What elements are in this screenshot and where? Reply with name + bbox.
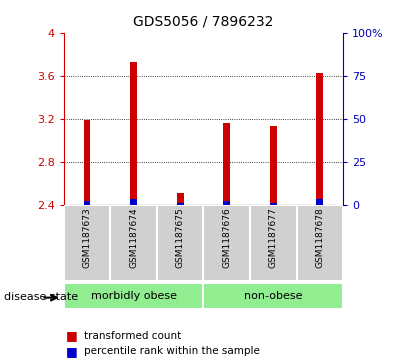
Bar — [223, 201, 230, 205]
Text: GSM1187673: GSM1187673 — [83, 207, 92, 268]
Bar — [270, 203, 277, 205]
Bar — [177, 193, 184, 205]
Text: percentile rank within the sample: percentile rank within the sample — [84, 346, 260, 356]
Text: GSM1187677: GSM1187677 — [269, 207, 278, 268]
Bar — [83, 120, 90, 205]
Title: GDS5056 / 7896232: GDS5056 / 7896232 — [133, 15, 274, 29]
Bar — [203, 205, 250, 281]
Bar — [316, 199, 323, 205]
Bar — [83, 201, 90, 205]
Text: morbidly obese: morbidly obese — [90, 291, 177, 301]
Bar — [203, 283, 343, 309]
Bar — [250, 205, 297, 281]
Text: disease state: disease state — [4, 291, 78, 302]
Bar — [64, 205, 110, 281]
Bar — [110, 205, 157, 281]
Text: GSM1187675: GSM1187675 — [175, 207, 185, 268]
Bar — [177, 203, 184, 205]
Text: GSM1187678: GSM1187678 — [315, 207, 324, 268]
Bar — [157, 205, 203, 281]
Bar — [223, 123, 230, 205]
Bar — [130, 62, 137, 205]
Bar — [297, 205, 343, 281]
Bar — [316, 73, 323, 205]
Text: transformed count: transformed count — [84, 331, 182, 341]
Bar — [64, 283, 203, 309]
Bar — [270, 126, 277, 205]
Text: ■: ■ — [66, 329, 78, 342]
Bar — [130, 199, 137, 205]
Text: GSM1187676: GSM1187676 — [222, 207, 231, 268]
Text: GSM1187674: GSM1187674 — [129, 207, 138, 268]
Text: ■: ■ — [66, 345, 78, 358]
Text: non-obese: non-obese — [244, 291, 302, 301]
